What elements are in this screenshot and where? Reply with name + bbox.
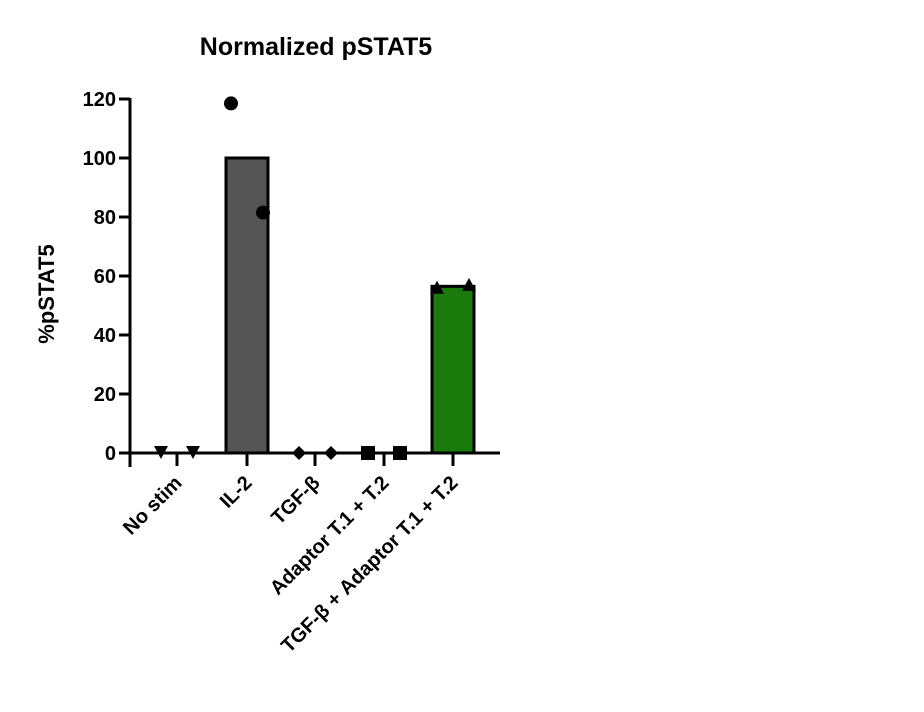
data-points [154, 96, 476, 460]
data-point [256, 205, 270, 220]
data-point [462, 277, 476, 291]
y-tick-label: 60 [94, 266, 116, 288]
x-tick-label: TGF-β [267, 472, 324, 529]
x-tick-label: Adaptor T.1 + T.2 [266, 472, 394, 600]
data-point [292, 446, 306, 460]
bar [430, 284, 476, 455]
data-point [186, 446, 200, 459]
data-point [430, 280, 444, 294]
data-point [154, 446, 168, 459]
bars [224, 156, 476, 455]
y-tick-label: 20 [94, 384, 116, 406]
bar [224, 156, 270, 455]
y-tick-label: 40 [94, 325, 116, 347]
y-tick-label: 120 [83, 89, 116, 111]
data-point [224, 96, 238, 111]
y-tick-label: 80 [94, 207, 116, 229]
chart-title: Normalized pSTAT5 [200, 33, 433, 61]
data-point [393, 446, 407, 460]
y-axis-label: %pSTAT5 [34, 244, 59, 343]
y-tick-label: 100 [83, 148, 116, 170]
data-point [324, 446, 338, 460]
y-ticks: 0 20 40 60 80 100 120 [83, 89, 130, 465]
x-tick-label: IL-2 [216, 472, 257, 513]
data-point [361, 446, 375, 460]
y-tick-label: 0 [105, 443, 116, 465]
x-tick-label: No stim [119, 472, 186, 539]
